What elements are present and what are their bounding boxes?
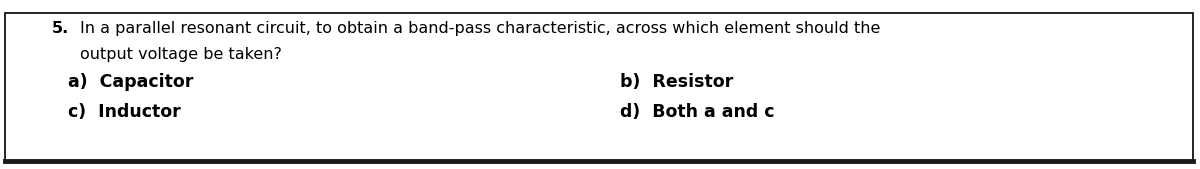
Text: d)  Both a and c: d) Both a and c (620, 103, 774, 121)
Text: 5.: 5. (52, 21, 70, 36)
FancyBboxPatch shape (5, 13, 1193, 161)
Text: a)  Capacitor: a) Capacitor (68, 73, 193, 91)
Text: output voltage be taken?: output voltage be taken? (80, 47, 282, 62)
Text: b)  Resistor: b) Resistor (620, 73, 733, 91)
Text: In a parallel resonant circuit, to obtain a band-pass characteristic, across whi: In a parallel resonant circuit, to obtai… (80, 21, 881, 36)
Text: c)  Inductor: c) Inductor (68, 103, 181, 121)
